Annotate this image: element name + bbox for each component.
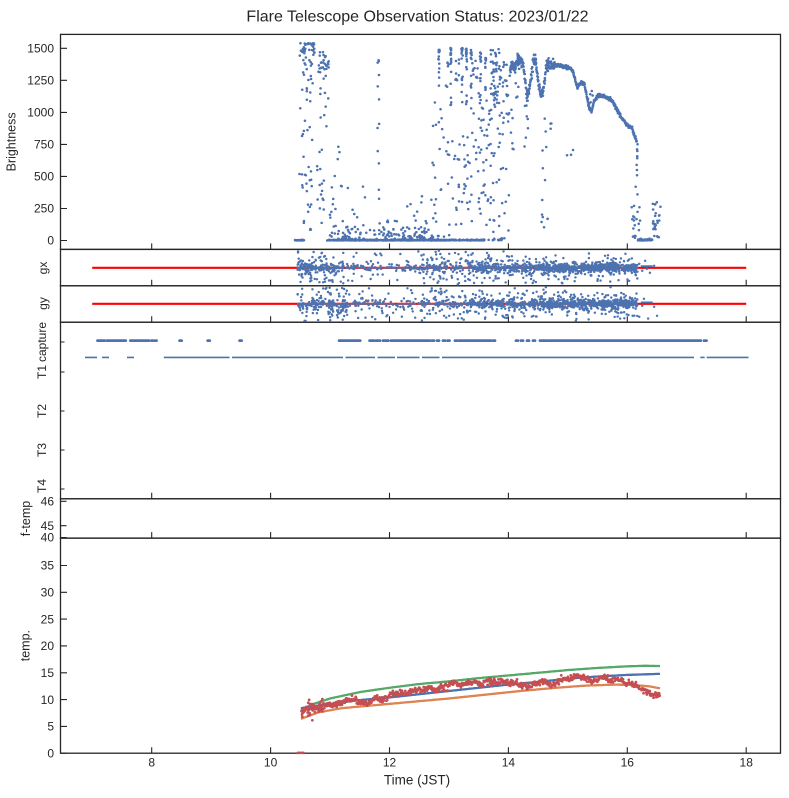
svg-text:10: 10 [41, 693, 55, 707]
svg-text:Time (JST): Time (JST) [384, 773, 450, 788]
svg-text:16: 16 [621, 756, 635, 770]
svg-text:T3: T3 [35, 443, 49, 457]
svg-text:40: 40 [41, 531, 55, 545]
svg-text:0: 0 [47, 746, 54, 760]
svg-text:30: 30 [41, 586, 55, 600]
svg-text:1250: 1250 [27, 74, 54, 88]
svg-text:Brightness: Brightness [5, 112, 19, 171]
svg-text:750: 750 [34, 138, 54, 152]
svg-text:15: 15 [41, 666, 55, 680]
svg-text:temp.: temp. [19, 630, 33, 661]
svg-text:45: 45 [41, 519, 55, 533]
svg-text:1500: 1500 [27, 42, 54, 56]
svg-text:T4: T4 [35, 479, 49, 493]
svg-text:500: 500 [34, 170, 54, 184]
svg-text:T2: T2 [35, 404, 49, 418]
svg-text:Flare Telescope Observation St: Flare Telescope Observation Status: 2023… [246, 8, 588, 25]
svg-text:10: 10 [264, 756, 278, 770]
svg-text:5: 5 [47, 720, 54, 734]
svg-text:18: 18 [740, 756, 754, 770]
svg-text:20: 20 [41, 639, 55, 653]
svg-text:0: 0 [47, 234, 54, 248]
svg-text:1000: 1000 [27, 106, 54, 120]
svg-text:T1: T1 [35, 365, 49, 379]
svg-text:35: 35 [41, 559, 55, 573]
svg-text:46: 46 [41, 495, 55, 509]
svg-text:25: 25 [41, 612, 55, 626]
svg-text:f-temp: f-temp [19, 501, 33, 536]
svg-text:capture: capture [35, 322, 49, 362]
svg-text:12: 12 [383, 756, 397, 770]
svg-text:gy: gy [36, 297, 50, 310]
svg-text:14: 14 [502, 756, 516, 770]
svg-text:250: 250 [34, 202, 54, 216]
svg-text:gx: gx [36, 262, 50, 275]
svg-text:8: 8 [148, 756, 155, 770]
